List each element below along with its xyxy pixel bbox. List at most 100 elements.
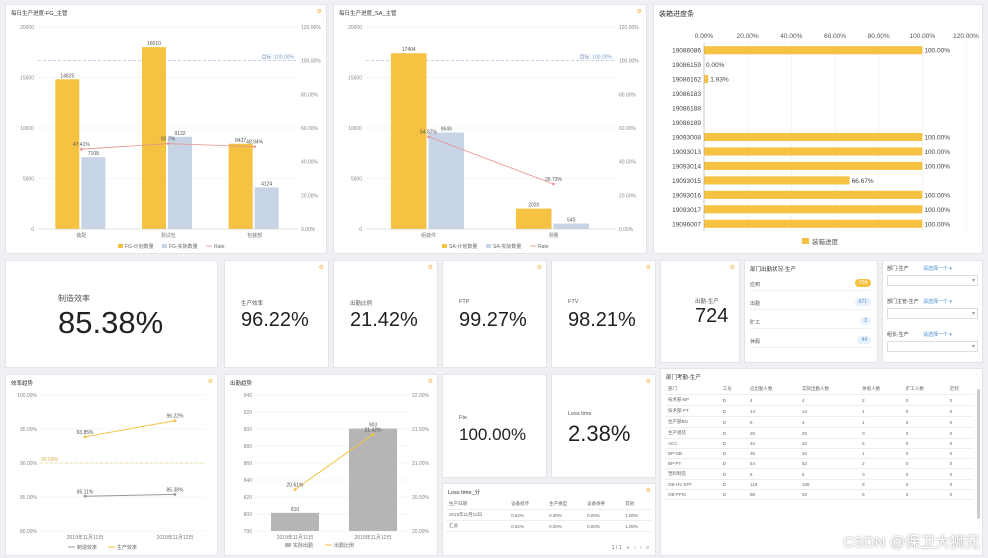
y-tick-label: 20000 xyxy=(348,25,362,31)
bar-value-label: 9132 xyxy=(174,131,185,137)
y-tick-label: 95.00% xyxy=(20,427,38,433)
kpi-hours-value: 724 xyxy=(695,305,729,327)
table-cell: 0 xyxy=(902,468,947,480)
y-tick-label: 19093015 xyxy=(672,178,701,185)
y-tick-label: 15000 xyxy=(20,76,34,82)
filter-dropdown-box[interactable]: ▾ xyxy=(887,341,978,352)
table-cell: 0 xyxy=(946,489,974,500)
chevron-down-icon: ▾ xyxy=(971,311,975,317)
y2-tick-label: 21.00% xyxy=(412,461,430,467)
y2-tick-label: 20.00% xyxy=(619,193,637,199)
column-header[interactable]: 生产日期 xyxy=(446,499,509,510)
settings-icon[interactable]: ⚙ xyxy=(645,265,651,271)
y2-tick-label: 120.00% xyxy=(619,25,639,31)
column-header[interactable]: 设备保养 xyxy=(584,499,623,510)
bar-value-label: 0.00% xyxy=(706,62,725,69)
scrollbar[interactable] xyxy=(977,389,980,519)
table-cell: 0 xyxy=(902,458,947,469)
settings-icon[interactable]: ⚙ xyxy=(636,9,642,15)
x-tick-label: 40.00% xyxy=(780,33,802,40)
settings-icon[interactable]: ⚙ xyxy=(645,488,651,494)
column-header[interactable]: 休假人数 xyxy=(859,384,903,395)
rate-line xyxy=(294,434,374,490)
column-header[interactable]: 生产换型 xyxy=(546,499,585,510)
filter-select[interactable]: 请选择一个 ▾ xyxy=(923,332,952,338)
dept-status-label: 出勤 xyxy=(750,301,761,307)
column-header[interactable]: 部门 xyxy=(665,384,720,395)
y-tick-label: 19093014 xyxy=(672,163,701,170)
filter-select[interactable]: 请选择一个 ▾ xyxy=(923,266,952,272)
y-tick-label: 19086188 xyxy=(672,106,701,113)
table-cell: 1 xyxy=(859,448,903,459)
table-cell: 14 xyxy=(798,405,860,417)
column-header[interactable]: 迟到 xyxy=(946,384,974,395)
rate-point xyxy=(166,142,170,145)
table-cell: D xyxy=(719,405,748,417)
settings-icon[interactable]: ⚙ xyxy=(318,265,324,271)
kpi-prod-eff-value: 96.22% xyxy=(241,309,309,331)
legend-label: 装箱进度 xyxy=(812,237,839,246)
bar xyxy=(704,205,923,214)
dept-attend-table-panel: 部门考勤-生产 部门 工号 应出勤人数 实际出勤人数 休假人数 旷工人数 迟到 技术部-BP… xyxy=(660,368,983,556)
table-cell: D xyxy=(719,427,748,439)
bar xyxy=(228,143,253,229)
rate-trend-title: 出勤趋势 xyxy=(230,381,253,387)
legend-label: 制造效率 xyxy=(77,544,97,551)
rate-point xyxy=(552,182,555,186)
kpi-main-value: 85.38% xyxy=(58,305,164,340)
settings-icon[interactable]: ⚙ xyxy=(427,265,433,271)
rate-line xyxy=(428,136,554,185)
bar xyxy=(704,132,923,142)
page-first-icon[interactable]: « xyxy=(626,545,630,551)
page-prev-icon[interactable]: ‹ xyxy=(634,545,636,551)
bar-value-label: 100.00% xyxy=(924,135,950,142)
y2-tick-label: 0.00% xyxy=(301,227,316,233)
settings-icon[interactable]: ⚙ xyxy=(427,379,433,385)
legend-swatch xyxy=(802,238,809,244)
column-header[interactable]: 实际出勤人数 xyxy=(798,384,860,395)
progress-chart-title: 装箱进度条 xyxy=(659,11,694,18)
settings-icon[interactable]: ⚙ xyxy=(645,379,651,385)
bar-value-label: 903 xyxy=(369,423,378,429)
settings-icon[interactable]: ⚙ xyxy=(316,9,322,15)
table-row: 技术部-BP D 4 4 2 0 0 xyxy=(665,394,974,406)
column-header[interactable]: 应出勤人数 xyxy=(747,384,799,395)
filter-select[interactable]: 请选择一个 ▾ xyxy=(923,299,952,305)
page-next-icon[interactable]: › xyxy=(640,545,642,551)
dept-status-row: 出勤 671 xyxy=(750,296,871,310)
y2-tick-label: 60.00% xyxy=(301,126,319,132)
table-cell: 2 xyxy=(859,394,903,406)
kpi-fte-card: Fte 100.00% xyxy=(442,374,547,478)
sa-chart-title: 每日生产进度_SA_主管 xyxy=(339,11,397,17)
column-header[interactable]: 旷工人数 xyxy=(902,384,947,395)
bar xyxy=(254,187,279,229)
column-header[interactable]: 工号 xyxy=(719,384,748,395)
table-cell: 0.00% xyxy=(584,520,623,532)
settings-icon[interactable]: ⚙ xyxy=(536,265,542,271)
y-tick-label: 19086189 xyxy=(672,120,701,127)
kpi-loss-card: ⚙ Loss time 2.38% xyxy=(551,374,656,478)
settings-icon[interactable]: ⚙ xyxy=(207,379,213,385)
table-cell: 0 xyxy=(859,427,903,439)
column-header[interactable]: 其他 xyxy=(622,499,652,510)
y2-tick-label: 40.00% xyxy=(619,160,637,166)
table-cell: 1 xyxy=(859,416,903,428)
table-cell: 32 xyxy=(798,438,860,449)
rate-point xyxy=(427,135,430,138)
y2-tick-label: 20.00% xyxy=(412,529,430,535)
legend-label: 生产效率 xyxy=(117,544,137,551)
table-cell: D xyxy=(719,489,748,500)
settings-icon[interactable]: ⚙ xyxy=(729,265,735,271)
column-header[interactable]: 设备损坏 xyxy=(508,499,547,510)
table-row: ACC D 34 32 2 0 0 xyxy=(665,438,974,449)
table-cell: 8 xyxy=(859,479,903,490)
table-cell: D xyxy=(719,416,748,428)
bar-value-label: 100.00% xyxy=(924,48,950,55)
filter-dropdown-box[interactable]: ▾ xyxy=(887,275,978,286)
bar xyxy=(704,190,923,199)
page-last-icon[interactable]: » xyxy=(646,545,649,551)
table-cell: 技术部-PT xyxy=(665,405,720,417)
filter-dropdown-box[interactable]: ▾ xyxy=(887,308,978,319)
pagination[interactable]: 1 / 1 « ‹ › » xyxy=(612,545,649,551)
table-row: BP-PT D 54 52 2 0 0 xyxy=(665,458,974,469)
